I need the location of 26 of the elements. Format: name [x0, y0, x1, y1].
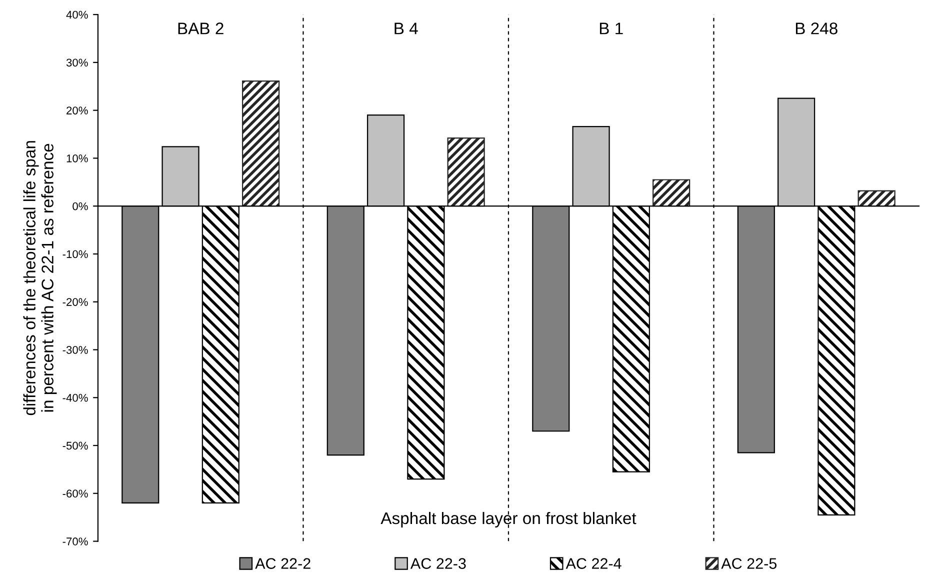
y-tick-label: -20% — [62, 298, 88, 306]
y-axis-title: differences of the theoretical life span in percent with AC 22-1 as reference — [23, 141, 57, 416]
legend-label: AC 22-4 — [566, 558, 622, 569]
y-tick-label: -70% — [62, 538, 88, 546]
y-tick-label: -60% — [62, 490, 88, 498]
bar — [242, 80, 280, 207]
x-tick-label: B 1 — [600, 22, 623, 34]
x-tick-label: B 4 — [394, 22, 418, 34]
y-tick-label: 0% — [72, 202, 88, 210]
x-tick-label: B 248 — [796, 22, 838, 34]
y-tick-label: -50% — [62, 442, 88, 450]
bar — [652, 179, 690, 207]
y-tick-label: -40% — [62, 394, 88, 402]
bar — [858, 190, 896, 207]
y-tick-label: -10% — [62, 250, 88, 258]
x-tick-label: BAB 2 — [178, 22, 224, 34]
legend-label: AC 22-5 — [721, 558, 777, 569]
y-tick-label: 20% — [66, 106, 88, 114]
y-tick-label: 10% — [66, 154, 88, 162]
annotation: Asphalt base layer on frost blanket — [380, 512, 636, 528]
legend-label: AC 22-2 — [255, 558, 310, 569]
y-tick-label: 40% — [66, 10, 88, 19]
y-tick-label: -30% — [62, 346, 88, 354]
y-tick-label: 30% — [66, 58, 88, 67]
legend-label: AC 22-3 — [410, 558, 466, 569]
bar — [447, 138, 485, 207]
